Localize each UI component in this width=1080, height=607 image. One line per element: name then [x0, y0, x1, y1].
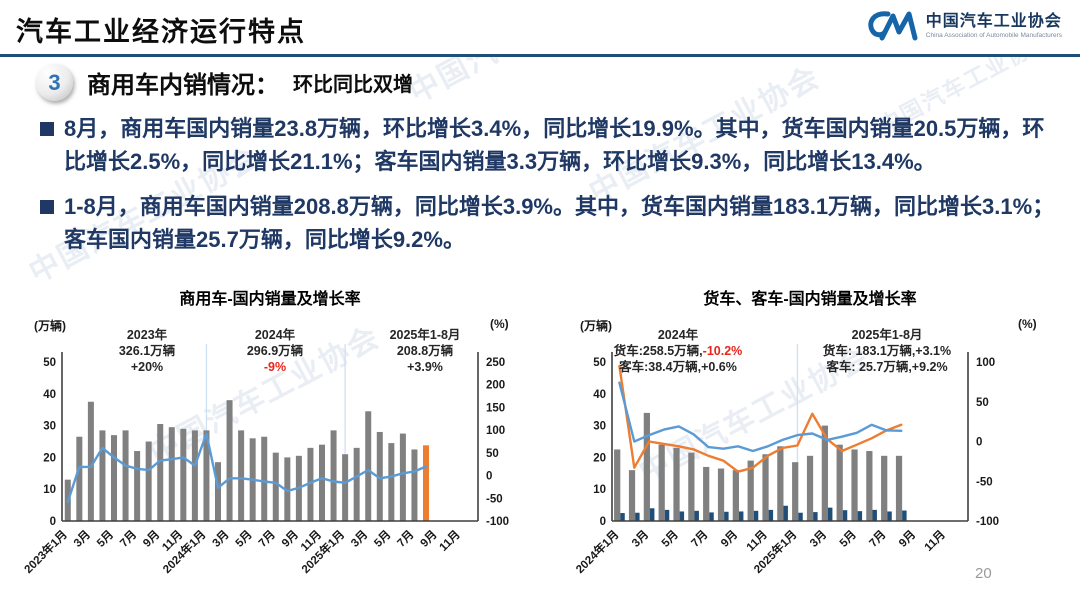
svg-text:-50: -50	[976, 476, 993, 488]
svg-text:5月: 5月	[233, 528, 255, 550]
bullet-item: 1-8月，商用车国内销量208.8万辆，同比增长3.9%。其中，货车国内销量18…	[40, 191, 1055, 256]
svg-text:11月: 11月	[744, 528, 770, 554]
chart-trucks-buses: 货车、客车-国内销量及增长率 (万辆) (%) 0 10 20 30 40 50 -100 -…	[550, 285, 1070, 600]
logo: 中国汽车工业协会 China Association of Automobile…	[866, 8, 1062, 44]
svg-text:-100: -100	[486, 516, 509, 528]
svg-text:7月: 7月	[117, 528, 139, 550]
svg-text:100: 100	[486, 425, 505, 437]
svg-text:5月: 5月	[837, 528, 859, 550]
svg-text:7月: 7月	[689, 528, 711, 550]
bullet-marker	[40, 122, 54, 136]
svg-text:0: 0	[486, 471, 492, 483]
svg-text:2024年1月: 2024年1月	[573, 527, 622, 576]
svg-text:50: 50	[43, 357, 56, 369]
bullet-text: 8月，商用车国内销量23.8万辆，环比增长3.4%，同比增长19.9%。其中，货…	[64, 116, 1045, 174]
svg-text:3月: 3月	[348, 528, 370, 550]
svg-text:50: 50	[486, 448, 499, 460]
page-number: 20	[975, 565, 992, 582]
svg-text:50: 50	[976, 397, 989, 409]
logo-subtitle: China Association of Automobile Manufact…	[925, 32, 1062, 40]
svg-text:9月: 9月	[896, 528, 918, 550]
svg-text:9月: 9月	[418, 528, 440, 550]
section-subtitle: 环比同比双增	[293, 74, 413, 96]
svg-text:0: 0	[50, 516, 56, 528]
svg-text:100: 100	[976, 357, 995, 369]
svg-text:40: 40	[593, 389, 606, 401]
svg-text:9月: 9月	[140, 528, 162, 550]
svg-text:3月: 3月	[210, 528, 232, 550]
svg-text:0: 0	[976, 437, 982, 449]
bullet-text: 1-8月，商用车国内销量208.8万辆，同比增长3.9%。其中，货车国内销量18…	[64, 194, 1055, 252]
chart-annotation: 2023年 326.1万辆 +20%	[118, 328, 176, 374]
svg-text:9月: 9月	[718, 528, 740, 550]
bullet-marker	[40, 200, 54, 215]
chart-annotation: 2024年 296.9万辆 -9%	[246, 328, 304, 374]
bullet-list: 8月，商用车国内销量23.8万辆，环比增长3.4%，同比增长19.9%。其中，货…	[40, 113, 1055, 269]
svg-text:-100: -100	[976, 516, 999, 528]
chart-commercial-vehicles: 商用车-国内销量及增长率 (万辆) (%) 0 10 20 30 40 50 -100 -50…	[20, 285, 520, 600]
svg-text:7月: 7月	[256, 528, 278, 550]
chart-annotation: 2025年1-8月 208.8万辆 +3.9%	[389, 328, 461, 374]
svg-text:5月: 5月	[94, 528, 116, 550]
svg-text:3月: 3月	[629, 528, 651, 550]
svg-text:30: 30	[593, 421, 606, 433]
left-axis-unit-label: (万辆)	[34, 319, 66, 333]
svg-text:-50: -50	[486, 493, 503, 505]
chart-canvas: 0 10 20 30 40 50 -100 -50 0 50 100 150 200 250 2023年1月…	[21, 344, 509, 576]
svg-text:150: 150	[486, 402, 505, 414]
svg-text:7月: 7月	[395, 528, 417, 550]
svg-text:200: 200	[486, 380, 505, 392]
chart-annotation: 2024年 货车:258.5万辆,-10.2% 客车:38.4万辆,+0.6%	[613, 328, 743, 374]
section-number-badge: 3	[36, 64, 73, 101]
section-heading: 3 商用车内销情况： 环比同比双增	[36, 64, 413, 101]
page-title: 汽车工业经济运行特点	[16, 17, 306, 47]
svg-text:2023年1月: 2023年1月	[21, 527, 70, 576]
svg-text:5月: 5月	[659, 528, 681, 550]
section-title: 商用车内销情况：	[87, 72, 279, 99]
chart-title: 商用车-国内销量及增长率	[179, 291, 361, 308]
svg-text:10: 10	[593, 484, 606, 496]
svg-text:50: 50	[593, 357, 606, 369]
left-axis-unit-label: (万辆)	[580, 319, 612, 333]
svg-text:40: 40	[43, 389, 56, 401]
chart-title: 货车、客车-国内销量及增长率	[703, 291, 917, 308]
svg-text:9月: 9月	[279, 528, 301, 550]
svg-text:20: 20	[43, 452, 56, 464]
svg-text:3月: 3月	[71, 528, 93, 550]
svg-text:7月: 7月	[867, 528, 889, 550]
svg-text:11月: 11月	[922, 528, 948, 554]
svg-text:10: 10	[43, 484, 56, 496]
svg-text:3月: 3月	[807, 528, 829, 550]
svg-text:0: 0	[600, 516, 606, 528]
svg-text:30: 30	[43, 421, 56, 433]
svg-text:11月: 11月	[437, 528, 463, 554]
caam-logo-icon	[868, 11, 918, 41]
bullet-item: 8月，商用车国内销量23.8万辆，环比增长3.4%，同比增长19.9%。其中，货…	[40, 113, 1055, 178]
svg-text:250: 250	[486, 357, 505, 369]
chart-annotation: 2025年1-8月 货车: 183.1万辆,+3.1% 客车: 25.7万辆,+9.…	[822, 328, 952, 374]
svg-text:5月: 5月	[372, 528, 394, 550]
right-axis-unit-label: (%)	[490, 317, 509, 331]
svg-text:20: 20	[593, 452, 606, 464]
header: 汽车工业经济运行特点 中国汽车工业协会 China Association of…	[0, 0, 1080, 57]
logo-name: 中国汽车工业协会	[925, 12, 1062, 30]
right-axis-unit-label: (%)	[1018, 317, 1037, 331]
